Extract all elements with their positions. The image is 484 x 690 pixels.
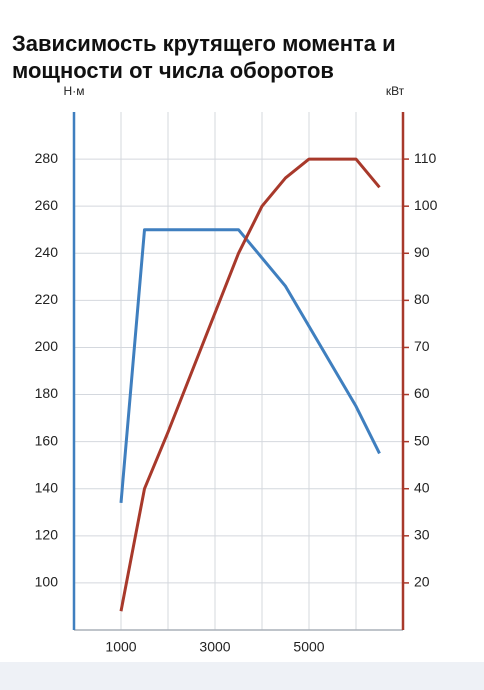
y-tick-label: 100 bbox=[35, 574, 59, 590]
y-tick-label: 180 bbox=[35, 385, 59, 401]
y2-tick-label: 60 bbox=[414, 385, 430, 401]
x-tick-label: 1000 bbox=[105, 639, 136, 655]
y2-axis-label: кВт bbox=[386, 84, 405, 98]
x-tick-label: 5000 bbox=[293, 639, 324, 655]
footer-strip bbox=[0, 662, 484, 690]
chart-title: Зависимость крутящего момента и мощности… bbox=[12, 31, 396, 83]
y-tick-label: 220 bbox=[35, 291, 59, 307]
y-tick-label: 280 bbox=[35, 150, 59, 166]
y-tick-label: 140 bbox=[35, 479, 59, 495]
y-tick-label: 120 bbox=[35, 527, 59, 543]
y2-tick-label: 30 bbox=[414, 527, 430, 543]
y2-tick-label: 100 bbox=[414, 197, 438, 213]
x-tick-label: 3000 bbox=[199, 639, 230, 655]
y2-tick-label: 70 bbox=[414, 338, 430, 354]
series-line bbox=[119, 228, 381, 504]
y-tick-label: 200 bbox=[35, 338, 59, 354]
y2-tick-label: 90 bbox=[414, 244, 430, 260]
y-tick-label: 160 bbox=[35, 432, 59, 448]
y-tick-label: 260 bbox=[35, 197, 59, 213]
y2-tick-label: 40 bbox=[414, 479, 430, 495]
series-line bbox=[119, 157, 381, 612]
y2-tick-label: 20 bbox=[414, 574, 430, 590]
y-axis-label: Н·м bbox=[64, 84, 85, 98]
y-tick-label: 240 bbox=[35, 244, 59, 260]
y2-tick-label: 50 bbox=[414, 432, 430, 448]
y2-tick-label: 110 bbox=[414, 150, 437, 166]
y2-tick-label: 80 bbox=[414, 291, 430, 307]
